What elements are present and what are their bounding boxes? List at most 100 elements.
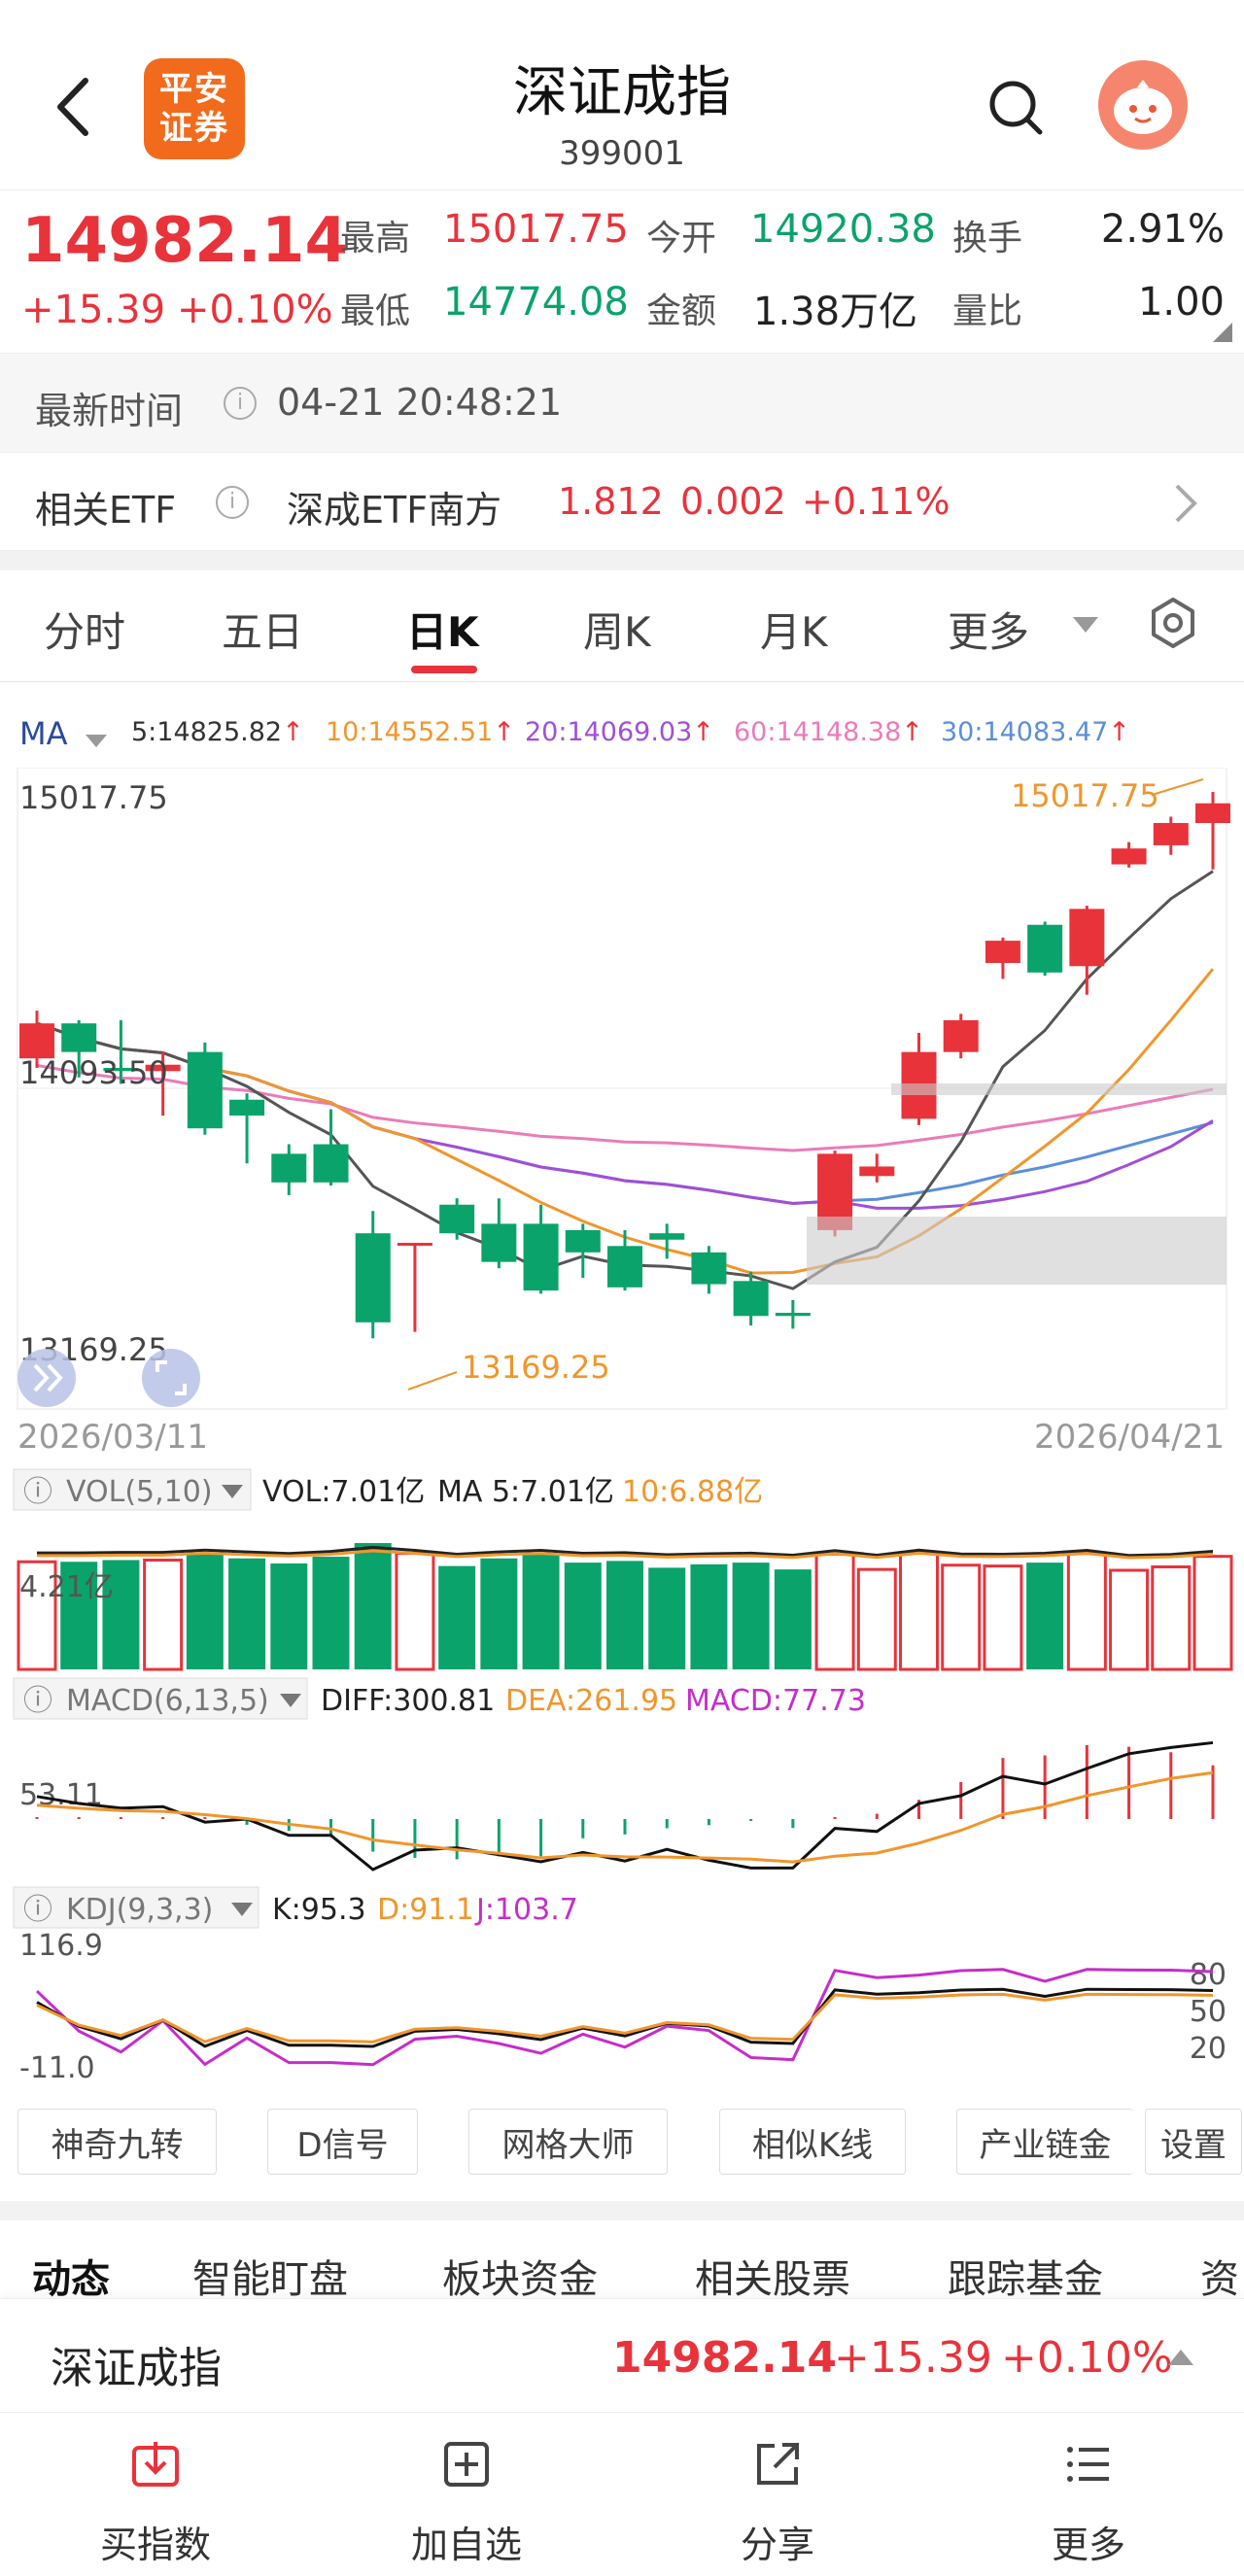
candle-body bbox=[649, 1233, 685, 1240]
volume-bar bbox=[354, 1543, 392, 1669]
ma60-value: 60:14148.38↑ bbox=[734, 717, 923, 747]
tool-similar-kline-button[interactable]: 相似K线 bbox=[719, 2109, 906, 2175]
etf-label: 相关ETF bbox=[35, 489, 177, 532]
tab-five-day[interactable]: 五日 bbox=[222, 608, 304, 656]
volume-bar bbox=[270, 1563, 308, 1669]
nav-share[interactable]: 分享 bbox=[622, 2413, 933, 2576]
vol-indicator-header[interactable]: ⓘ VOL(5,10) bbox=[13, 1468, 252, 1511]
tab-sector-funds[interactable]: 板块资金 bbox=[442, 2257, 598, 2298]
chevron-right-icon[interactable] bbox=[1171, 482, 1200, 525]
volume-bar bbox=[899, 1551, 939, 1671]
tool-magic-nine-button[interactable]: 神奇九转 bbox=[17, 2109, 217, 2175]
tab-daily-k[interactable]: 日K bbox=[406, 608, 479, 656]
volume-bar bbox=[186, 1552, 224, 1669]
assistant-avatar-icon[interactable] bbox=[1098, 60, 1188, 150]
volume-bar bbox=[983, 1564, 1023, 1671]
info-icon[interactable]: i bbox=[224, 387, 257, 420]
info-icon[interactable]: i bbox=[216, 486, 249, 519]
tab-related-stocks[interactable]: 相关股票 bbox=[695, 2257, 850, 2298]
volume-bar bbox=[1109, 1568, 1150, 1671]
search-icon[interactable] bbox=[986, 78, 1045, 136]
low-value: 14774.08 bbox=[443, 280, 629, 325]
nav-more-label: 更多 bbox=[1051, 2524, 1125, 2566]
tool-buttons-row: 神奇九转 D信号 网格大师 相似K线 产业链金 设置 bbox=[0, 2109, 1244, 2196]
etf-change-pct: +0.11% bbox=[802, 480, 950, 523]
ticker-bar[interactable]: 深证成指 14982.14 +15.39 +0.10% bbox=[0, 2298, 1244, 2413]
vol-ma10-value: 10:6.88亿 bbox=[622, 1475, 763, 1509]
header: 平安 证券 深证成指 399001 bbox=[0, 0, 1244, 189]
plus-box-icon bbox=[444, 2442, 489, 2487]
tab-overflow[interactable]: 资 bbox=[1200, 2257, 1239, 2298]
tab-monthly-k[interactable]: 月K bbox=[760, 608, 828, 656]
candle-body bbox=[1195, 803, 1230, 823]
tab-more[interactable]: 更多 bbox=[948, 608, 1030, 656]
page-title: 深证成指 bbox=[513, 61, 731, 124]
tool-industry-chain-button[interactable]: 产业链金 bbox=[956, 2109, 1133, 2175]
scroll-right-icon[interactable] bbox=[17, 1349, 76, 1407]
quote-panel: 14982.14 +15.39 +0.10% 最高 15017.75 今开 14… bbox=[0, 189, 1244, 353]
index-code: 399001 bbox=[559, 134, 685, 173]
candle-body bbox=[19, 1023, 54, 1059]
info-icon: ⓘ bbox=[23, 1475, 52, 1509]
open-label: 今开 bbox=[646, 219, 717, 258]
up-arrow-icon: ↑ bbox=[692, 717, 714, 747]
candle-body bbox=[271, 1153, 307, 1183]
fullscreen-icon[interactable] bbox=[142, 1349, 200, 1407]
tool-settings-button[interactable]: 设置 bbox=[1145, 2109, 1242, 2175]
ma-label[interactable]: MA bbox=[19, 715, 68, 752]
tab-weekly-k[interactable]: 周K bbox=[583, 608, 651, 656]
tool-grid-master-button[interactable]: 网格大师 bbox=[468, 2109, 668, 2175]
bottom-nav: 买指数 加自选 分享 更多 bbox=[0, 2413, 1244, 2576]
volume-bar bbox=[17, 1560, 57, 1671]
tab-tracking-funds[interactable]: 跟踪基金 bbox=[948, 2257, 1103, 2298]
candle-body bbox=[1069, 909, 1105, 967]
caret-down-icon[interactable] bbox=[86, 725, 107, 755]
ticker-change-pct: +0.10% bbox=[1001, 2333, 1173, 2383]
volume-bar bbox=[564, 1563, 602, 1669]
vol-ma5-value: MA 5:7.01亿 bbox=[437, 1475, 614, 1509]
y-axis-label-mid: 14093.50 bbox=[19, 1054, 168, 1091]
volume-bar bbox=[1026, 1563, 1064, 1669]
ma60-line bbox=[36, 1063, 1214, 1152]
candle-body bbox=[565, 1229, 601, 1253]
volume-bar bbox=[941, 1563, 982, 1671]
up-arrow-icon: ↑ bbox=[1108, 717, 1130, 747]
tab-smart-watch[interactable]: 智能盯盘 bbox=[192, 2257, 348, 2298]
volume-bar bbox=[774, 1569, 812, 1669]
kdj-j-value: J:103.7 bbox=[474, 1893, 578, 1927]
tool-d-signal-button[interactable]: D信号 bbox=[267, 2109, 418, 2175]
low-label: 最低 bbox=[340, 292, 411, 331]
ma30-value: 30:14083.47↑ bbox=[941, 717, 1130, 747]
caret-up-icon[interactable] bbox=[1168, 2350, 1193, 2371]
ma60-text: 60:14148.38 bbox=[734, 717, 902, 747]
candle-body bbox=[523, 1223, 559, 1291]
kdj-indicator-header[interactable]: ⓘ KDJ(9,3,3) bbox=[13, 1886, 259, 1929]
etf-price: 1.812 bbox=[558, 480, 664, 523]
gear-icon[interactable] bbox=[1147, 597, 1199, 649]
candle-body bbox=[481, 1223, 517, 1262]
share-icon bbox=[757, 2443, 799, 2485]
candle-body bbox=[355, 1233, 391, 1322]
expand-corner-icon[interactable] bbox=[1213, 323, 1232, 342]
tab-news[interactable]: 动态 bbox=[32, 2257, 110, 2298]
turnover-value: 2.91% bbox=[1100, 207, 1225, 252]
volume-bar bbox=[60, 1562, 98, 1669]
nav-more[interactable]: 更多 bbox=[933, 2413, 1244, 2576]
related-etf-row[interactable]: 相关ETF i 深成ETF南方 1.812 0.002 +0.11% bbox=[0, 452, 1244, 551]
candle-body bbox=[1027, 924, 1063, 973]
kline-chart[interactable]: 15017.75 14093.50 13169.25 15017.75 1316… bbox=[0, 768, 1244, 2109]
candle-body bbox=[103, 1068, 139, 1072]
tab-intraday[interactable]: 分时 bbox=[44, 608, 126, 656]
candle-body bbox=[985, 941, 1020, 964]
nav-buy-index[interactable]: 买指数 bbox=[0, 2413, 311, 2576]
ma30-text: 30:14083.47 bbox=[941, 717, 1109, 747]
macd-indicator-header[interactable]: ⓘ MACD(6,13,5) bbox=[13, 1677, 308, 1720]
nav-buy-index-label: 买指数 bbox=[99, 2524, 211, 2566]
broker-logo: 平安 证券 bbox=[144, 58, 245, 159]
kdj-indicator-name: KDJ(9,3,3) bbox=[66, 1893, 213, 1927]
section-separator bbox=[0, 2201, 1244, 2220]
back-icon[interactable] bbox=[49, 73, 97, 141]
caret-down-icon[interactable] bbox=[1073, 617, 1098, 638]
volume-bar bbox=[143, 1559, 184, 1671]
nav-add-watchlist[interactable]: 加自选 bbox=[311, 2413, 622, 2576]
